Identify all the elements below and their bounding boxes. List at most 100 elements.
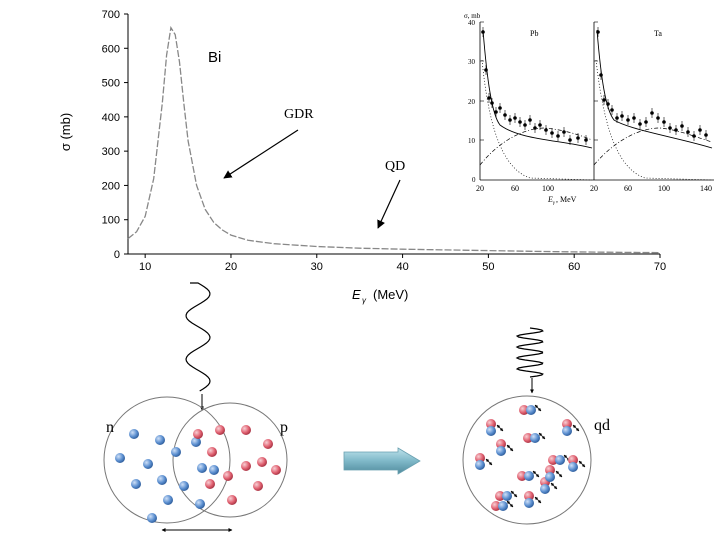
inset-xtick-l-20: 20 — [476, 184, 484, 193]
proton-particle — [215, 425, 225, 435]
y-tick-label: 400 — [102, 112, 120, 124]
qd-proton — [562, 419, 572, 429]
inset-xtick-r-100: 100 — [658, 184, 670, 193]
proton-particle — [205, 479, 215, 489]
neutron-particle — [179, 481, 189, 491]
chart-title: Bi — [208, 49, 221, 66]
ta-data-point — [668, 126, 672, 130]
x-tick-label: 20 — [225, 261, 237, 273]
qd-neutron — [524, 471, 534, 481]
quasi-deuteron-pair — [495, 490, 518, 501]
y-tick-label: 600 — [102, 43, 120, 55]
inset-ytick-40: 40 — [468, 19, 476, 27]
pb-data-point — [484, 68, 488, 72]
inset-xtick-l-100: 100 — [542, 184, 554, 193]
inset-y-label: σ, mb — [464, 12, 481, 20]
ta-data-point — [615, 116, 619, 120]
ta-data-point — [686, 130, 690, 134]
label-p: p — [280, 419, 288, 436]
ta-data-point — [599, 73, 603, 77]
x-tick-label: 10 — [139, 261, 151, 273]
quasi-deuteron-pair — [517, 470, 540, 481]
qd-arrow — [377, 179, 401, 229]
pb-data-point — [528, 118, 532, 122]
quasi-deuteron-pair — [524, 491, 542, 508]
qd-proton — [568, 455, 578, 465]
quasi-deuteron-pair — [486, 419, 504, 436]
neutron-particle — [171, 447, 181, 457]
qd-proton — [548, 455, 558, 465]
inset-panel-pb-label: Pb — [530, 29, 538, 38]
ta-data-point — [674, 128, 678, 132]
gdr-arrow — [223, 129, 299, 179]
quasi-deuteron-pair — [523, 432, 546, 443]
ta-data-point — [606, 102, 610, 106]
quasi-deuteron-pair — [496, 439, 514, 456]
pb-data-point — [513, 116, 517, 120]
qd-neutron — [498, 501, 508, 511]
pb-gdr-tail — [481, 59, 593, 181]
pb-data-point — [568, 138, 572, 142]
neutron-particle — [191, 437, 201, 447]
quasi-deuteron-pair — [568, 455, 586, 472]
ta-data-point — [662, 120, 666, 124]
ta-data-point — [704, 133, 708, 137]
ta-data-point — [638, 122, 642, 126]
qd-motion-arrow — [532, 470, 540, 478]
qd-motion-arrow — [485, 458, 493, 466]
x-tick-label: 40 — [396, 261, 408, 273]
ta-data-point — [650, 111, 654, 115]
qd-motion-arrow — [496, 424, 504, 432]
inset-ytick-20: 20 — [468, 98, 476, 106]
quasi-deuteron-pair — [491, 500, 514, 511]
pb-data-point — [562, 130, 566, 134]
qd-proton — [486, 419, 496, 429]
qd-neutron — [502, 491, 512, 501]
proton-particle — [223, 471, 233, 481]
pb-data-point — [490, 101, 494, 105]
proton-particle — [271, 465, 281, 475]
ta-data-point — [620, 114, 624, 118]
gdr-label: GDR — [284, 107, 314, 122]
neutron-particle — [131, 479, 141, 489]
pb-data-point — [550, 131, 554, 135]
pb-data-point — [503, 113, 507, 117]
qd-proton — [519, 405, 529, 415]
qd-neutron — [568, 462, 578, 472]
proton-particle — [241, 425, 251, 435]
qd-proton — [495, 491, 505, 501]
ta-gdr-tail — [595, 59, 713, 181]
qd-label: QD — [385, 159, 405, 174]
pb-data-point — [556, 134, 560, 138]
ta-data-point — [692, 134, 696, 138]
x-axis-label-unit: (MeV) — [373, 287, 408, 302]
inset-panel-ta-label: Ta — [654, 29, 662, 38]
qd-motion-arrow — [550, 482, 558, 490]
qd-proton — [496, 439, 506, 449]
pb-data-point — [481, 30, 485, 34]
qd-proton — [523, 433, 533, 443]
inset-x-label: E γ , MeV — [547, 195, 577, 206]
quasi-deuteron-pair — [545, 465, 563, 482]
pb-data-point — [584, 138, 588, 142]
qd-motion-arrow — [572, 424, 580, 432]
qd-proton — [517, 471, 527, 481]
pb-data-point — [498, 106, 502, 110]
ta-data-point — [698, 128, 702, 132]
proton-sphere — [172, 402, 288, 518]
inset-x-label-subscript: γ — [553, 201, 556, 206]
pb-data-point — [538, 123, 542, 127]
pb-data-point — [544, 128, 548, 132]
neutron-particle — [197, 463, 207, 473]
neutron-particle — [195, 499, 205, 509]
qd-motion-arrow — [534, 496, 542, 504]
qd-neutron — [475, 460, 485, 470]
inset-x-label-unit: , MeV — [556, 195, 577, 204]
quasi-deuteron-pair — [548, 454, 571, 465]
y-tick-label: 100 — [102, 215, 120, 227]
x-tick-label: 70 — [654, 261, 666, 273]
proton-particle — [257, 457, 267, 467]
y-tick-label: 200 — [102, 180, 120, 192]
